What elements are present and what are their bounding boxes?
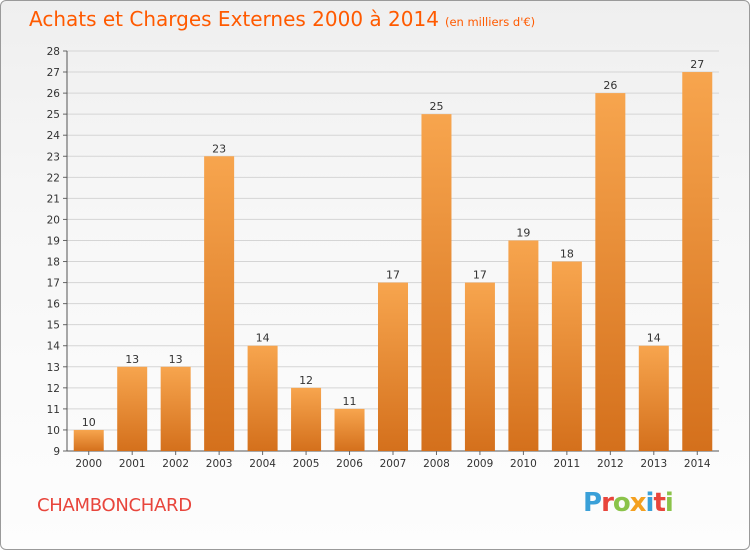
- bar: [291, 387, 322, 451]
- y-tick-label: 17: [47, 278, 60, 290]
- x-tick-label: 2002: [162, 458, 189, 470]
- y-tick-label: 18: [47, 257, 60, 269]
- logo-letter: r: [601, 488, 614, 518]
- y-tick-label: 10: [47, 425, 60, 437]
- bar-value-label: 12: [299, 374, 313, 387]
- x-tick-label: 2001: [119, 458, 146, 470]
- x-tick-label: 2000: [75, 458, 102, 470]
- x-tick-label: 2005: [293, 458, 320, 470]
- logo-letter: x: [629, 488, 647, 518]
- y-tick-label: 26: [47, 88, 61, 100]
- x-tick-label: 2013: [640, 458, 667, 470]
- bar-value-label: 17: [386, 269, 400, 282]
- y-tick-label: 20: [47, 214, 60, 226]
- bar-value-label: 18: [560, 248, 574, 261]
- bar: [160, 366, 191, 451]
- bar: [551, 261, 582, 451]
- x-tick-label: 2004: [249, 458, 276, 470]
- bar: [117, 366, 148, 451]
- x-tick-label: 2012: [597, 458, 624, 470]
- bar: [638, 345, 669, 451]
- logo-letter: P: [583, 488, 602, 518]
- x-tick-label: 2011: [553, 458, 580, 470]
- bar-value-label: 27: [690, 58, 704, 71]
- y-tick-label: 13: [47, 362, 60, 374]
- chart-title: Achats et Charges Externes 2000 à 2014 (e…: [29, 7, 536, 31]
- logo-letter: o: [612, 488, 631, 518]
- x-tick-label: 2014: [684, 458, 711, 470]
- bar-value-label: 23: [212, 142, 226, 155]
- bar-value-label: 17: [473, 269, 487, 282]
- x-tick-label: 2003: [206, 458, 233, 470]
- bar-value-label: 13: [169, 353, 183, 366]
- y-tick-label: 25: [47, 109, 60, 121]
- bar-value-label: 13: [125, 353, 139, 366]
- bar: [334, 408, 365, 451]
- bar-value-label: 26: [603, 79, 617, 92]
- chart-subtitle: (en milliers d'€): [444, 15, 536, 29]
- y-tick-label: 19: [47, 235, 60, 247]
- bar-value-label: 10: [82, 416, 96, 429]
- y-tick-label: 16: [47, 299, 61, 311]
- bar-value-label: 11: [343, 395, 357, 408]
- logo-letter: i: [664, 488, 674, 518]
- x-tick-label: 2009: [467, 458, 494, 470]
- logo-letter: t: [653, 488, 665, 518]
- y-tick-label: 15: [47, 320, 60, 332]
- bar-value-label: 14: [647, 332, 661, 345]
- y-tick-label: 27: [47, 67, 60, 79]
- bar-value-label: 14: [256, 332, 270, 345]
- x-tick-label: 2008: [423, 458, 450, 470]
- y-tick-label: 9: [53, 446, 60, 458]
- bar: [421, 114, 452, 451]
- bar: [247, 345, 278, 451]
- y-tick-label: 22: [47, 172, 60, 184]
- bar: [464, 282, 495, 451]
- logo-letter: i: [645, 488, 655, 518]
- y-tick-label: 23: [47, 151, 60, 163]
- x-tick-label: 2010: [510, 458, 537, 470]
- bar-value-label: 19: [516, 226, 530, 239]
- place-name: CHAMBONCHARD: [37, 495, 192, 516]
- y-tick-label: 11: [47, 404, 60, 416]
- y-tick-label: 21: [47, 193, 60, 205]
- proxiti-logo: Proxiti: [583, 488, 674, 518]
- bar: [378, 282, 408, 451]
- bar: [682, 72, 713, 451]
- y-tick-label: 14: [47, 341, 61, 353]
- bar: [73, 429, 104, 451]
- y-tick-label: 28: [47, 46, 60, 58]
- bar-value-label: 25: [429, 100, 443, 113]
- bar: [508, 240, 539, 451]
- x-tick-label: 2006: [336, 458, 363, 470]
- y-tick-label: 12: [47, 383, 60, 395]
- bar: [204, 156, 235, 451]
- y-tick-label: 24: [47, 130, 61, 142]
- bar: [595, 93, 626, 452]
- x-tick-label: 2007: [380, 458, 407, 470]
